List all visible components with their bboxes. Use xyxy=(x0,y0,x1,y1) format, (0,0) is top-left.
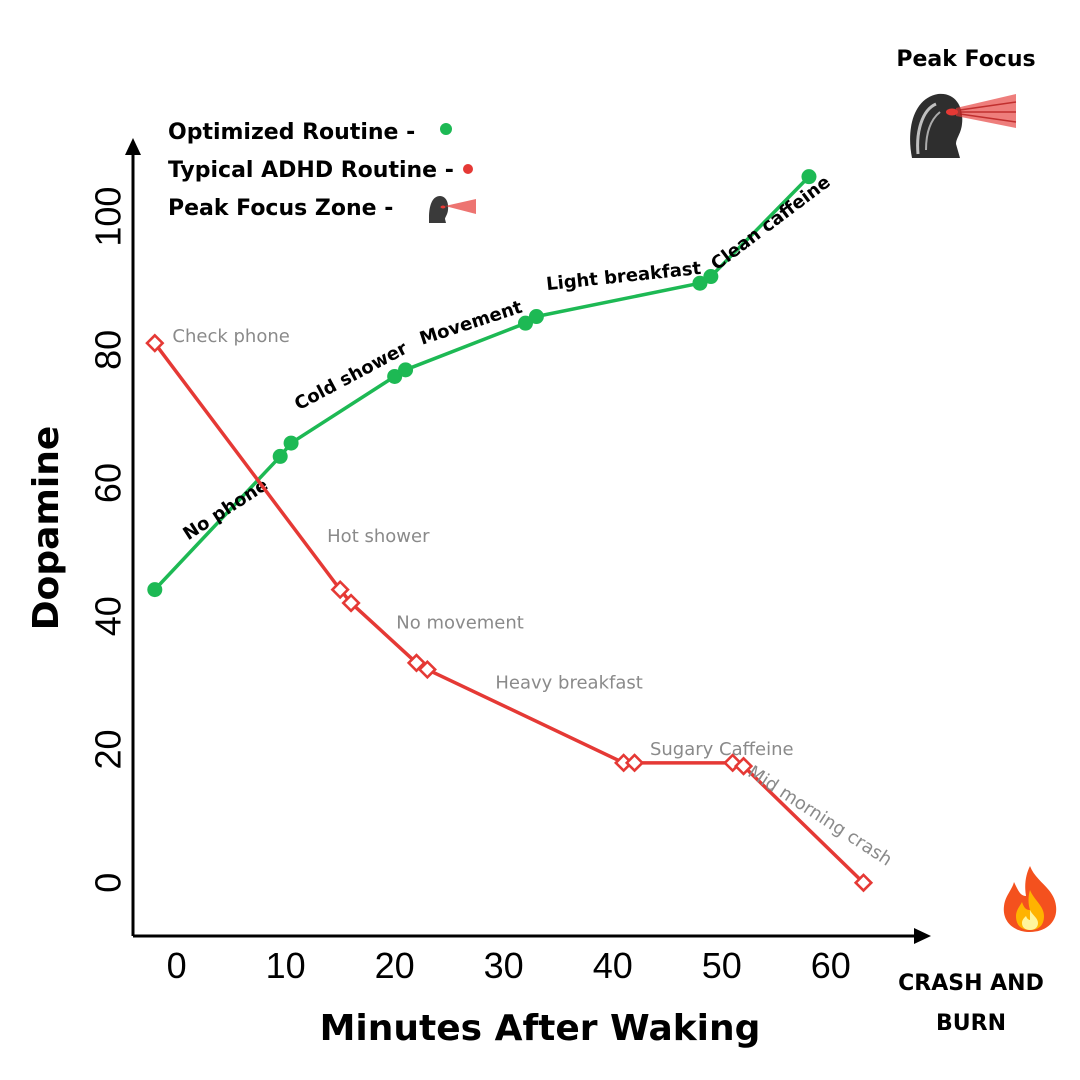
x-tick-label: 60 xyxy=(811,945,851,986)
point-annotation: Light breakfast xyxy=(545,258,702,295)
crash-label-line-2: BURN xyxy=(936,1011,1006,1036)
data-point xyxy=(283,435,299,451)
data-point xyxy=(703,269,719,285)
y-axis-arrow-icon xyxy=(125,138,141,155)
point-annotation: Mid morning crash xyxy=(744,762,896,871)
data-point xyxy=(341,593,361,613)
series-line xyxy=(153,175,811,591)
peak-focus-image xyxy=(910,93,1017,158)
y-tick-label: 20 xyxy=(88,729,129,769)
point-annotation: Sugary Caffeine xyxy=(650,739,794,760)
data-point xyxy=(330,580,350,600)
legend-label-typical: Typical ADHD Routine - xyxy=(168,158,454,183)
y-tick-labels: 0 20 40 60 80 100 xyxy=(88,187,129,893)
x-tick-label: 0 xyxy=(167,945,187,986)
x-tick-label: 40 xyxy=(593,945,633,986)
legend-peak-focus-icon xyxy=(429,196,476,223)
point-annotation: Check phone xyxy=(172,326,289,347)
data-point xyxy=(145,333,165,353)
y-tick-label: 100 xyxy=(88,187,129,247)
point-annotation: Clean caffeine xyxy=(707,172,834,275)
y-tick-label: 60 xyxy=(88,463,129,503)
legend-label-peak-zone: Peak Focus Zone - xyxy=(168,196,393,221)
x-tick-label: 20 xyxy=(375,945,415,986)
data-point xyxy=(398,362,414,378)
x-tick-label: 50 xyxy=(702,945,742,986)
legend-label-optimized: Optimized Routine - xyxy=(168,120,415,145)
x-tick-labels: 0 10 20 30 40 50 60 xyxy=(167,945,851,986)
x-axis-arrow-icon xyxy=(914,928,931,944)
data-point xyxy=(733,756,754,776)
crash-label-line-1: CRASH AND xyxy=(898,971,1044,996)
axes xyxy=(125,138,931,944)
x-axis-title: Minutes After Waking xyxy=(320,1008,761,1049)
data-point xyxy=(406,653,427,673)
data-point xyxy=(147,582,163,598)
point-annotation: Movement xyxy=(417,297,525,350)
data-point xyxy=(272,448,288,464)
y-axis-title: Dopamine xyxy=(26,426,67,631)
y-tick-label: 0 xyxy=(88,873,129,893)
x-tick-label: 10 xyxy=(266,945,306,986)
data-point xyxy=(853,873,874,893)
data-point xyxy=(518,315,533,331)
y-tick-label: 40 xyxy=(88,596,129,636)
point-annotation: Hot shower xyxy=(327,526,430,547)
data-point xyxy=(417,659,437,680)
y-tick-label: 80 xyxy=(88,330,129,370)
data-point xyxy=(801,169,817,185)
data-point xyxy=(387,368,403,384)
data-point xyxy=(614,753,634,773)
series-typical-adhd-routine: Check phone Hot shower No movement Heavy br… xyxy=(145,326,896,893)
x-tick-label: 30 xyxy=(484,945,524,986)
point-annotation: No movement xyxy=(396,612,524,633)
point-annotation: Heavy breakfast xyxy=(495,672,642,693)
fire-icon xyxy=(1003,866,1057,932)
data-point xyxy=(692,275,708,291)
legend-green-dot-icon xyxy=(440,123,452,135)
legend-red-dot-icon xyxy=(463,164,473,174)
data-point xyxy=(528,309,544,325)
legend: Optimized Routine - Typical ADHD Routine… xyxy=(168,120,476,223)
point-annotation: No phone xyxy=(179,475,272,545)
peak-focus-label: Peak Focus xyxy=(896,47,1035,72)
data-point xyxy=(624,753,645,773)
